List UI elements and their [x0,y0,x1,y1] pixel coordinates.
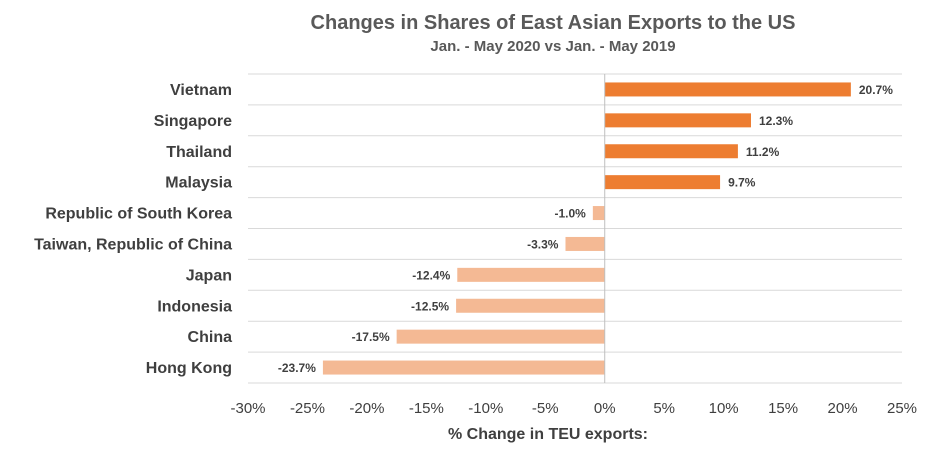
gridlines [248,73,902,384]
bar [322,360,605,375]
data-label: 11.2% [746,145,780,159]
axis: -30% -25% -20% -15% -10% -5% 0% 5% 10% 15% 20% 25% [230,74,917,417]
bar [592,206,605,221]
bar [457,267,605,282]
x-tick-label: -10% [468,400,503,417]
data-label: 20.7% [859,83,893,97]
bar [456,298,605,313]
category-label: Hong Kong [146,360,232,377]
data-label: 9.7% [728,176,756,190]
x-tick-label: -20% [349,400,384,417]
x-tick-label: 5% [653,400,675,417]
data-label: -3.3% [527,237,559,251]
x-tick-label: -25% [290,400,325,417]
chart-subtitle: Jan. - May 2020 vs Jan. - May 2019 [430,38,676,55]
bar [565,236,605,251]
category-label: Indonesia [157,298,232,315]
category-label: Japan [186,267,232,284]
category-label: Singapore [154,113,232,130]
bar [604,144,738,159]
data-label: -12.4% [412,268,450,282]
bar [604,113,751,128]
bar [604,175,721,190]
x-tick-label: 25% [887,400,917,417]
category-label: Republic of South Korea [45,206,232,223]
category-label: Vietnam [170,82,232,99]
data-label: -12.5% [411,299,449,313]
category-label: China [188,329,233,346]
bar [604,82,851,97]
bar [396,329,605,344]
chart-title: Changes in Shares of East Asian Exports … [310,12,796,34]
x-tick-label: 20% [828,400,858,417]
x-tick-label: -30% [230,400,265,417]
data-label: 12.3% [759,114,793,128]
x-axis-title: % Change in TEU exports: [448,426,648,443]
x-tick-label: 10% [709,400,739,417]
data-label: -17.5% [352,330,390,344]
x-tick-label: 0% [594,400,616,417]
x-tick-label: 15% [768,400,798,417]
x-tick-label: -15% [409,400,444,417]
data-label: -23.7% [278,361,316,375]
category-label: Taiwan, Republic of China [34,236,232,253]
x-tick-label: -5% [532,400,559,417]
category-label: Malaysia [165,175,232,192]
data-label: -1.0% [554,207,586,221]
labels: Vietnam 20.7% Singapore 12.3% Thailand 11.2% M… [34,82,893,377]
category-label: Thailand [166,144,232,161]
bars [322,82,851,375]
